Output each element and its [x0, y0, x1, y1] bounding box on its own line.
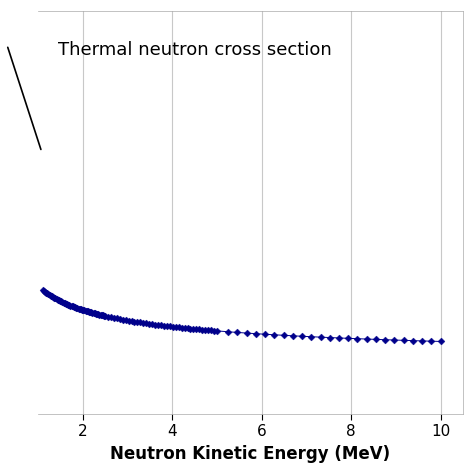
X-axis label: Neutron Kinetic Energy (MeV): Neutron Kinetic Energy (MeV): [110, 445, 391, 463]
Text: Thermal neutron cross section: Thermal neutron cross section: [58, 41, 332, 59]
